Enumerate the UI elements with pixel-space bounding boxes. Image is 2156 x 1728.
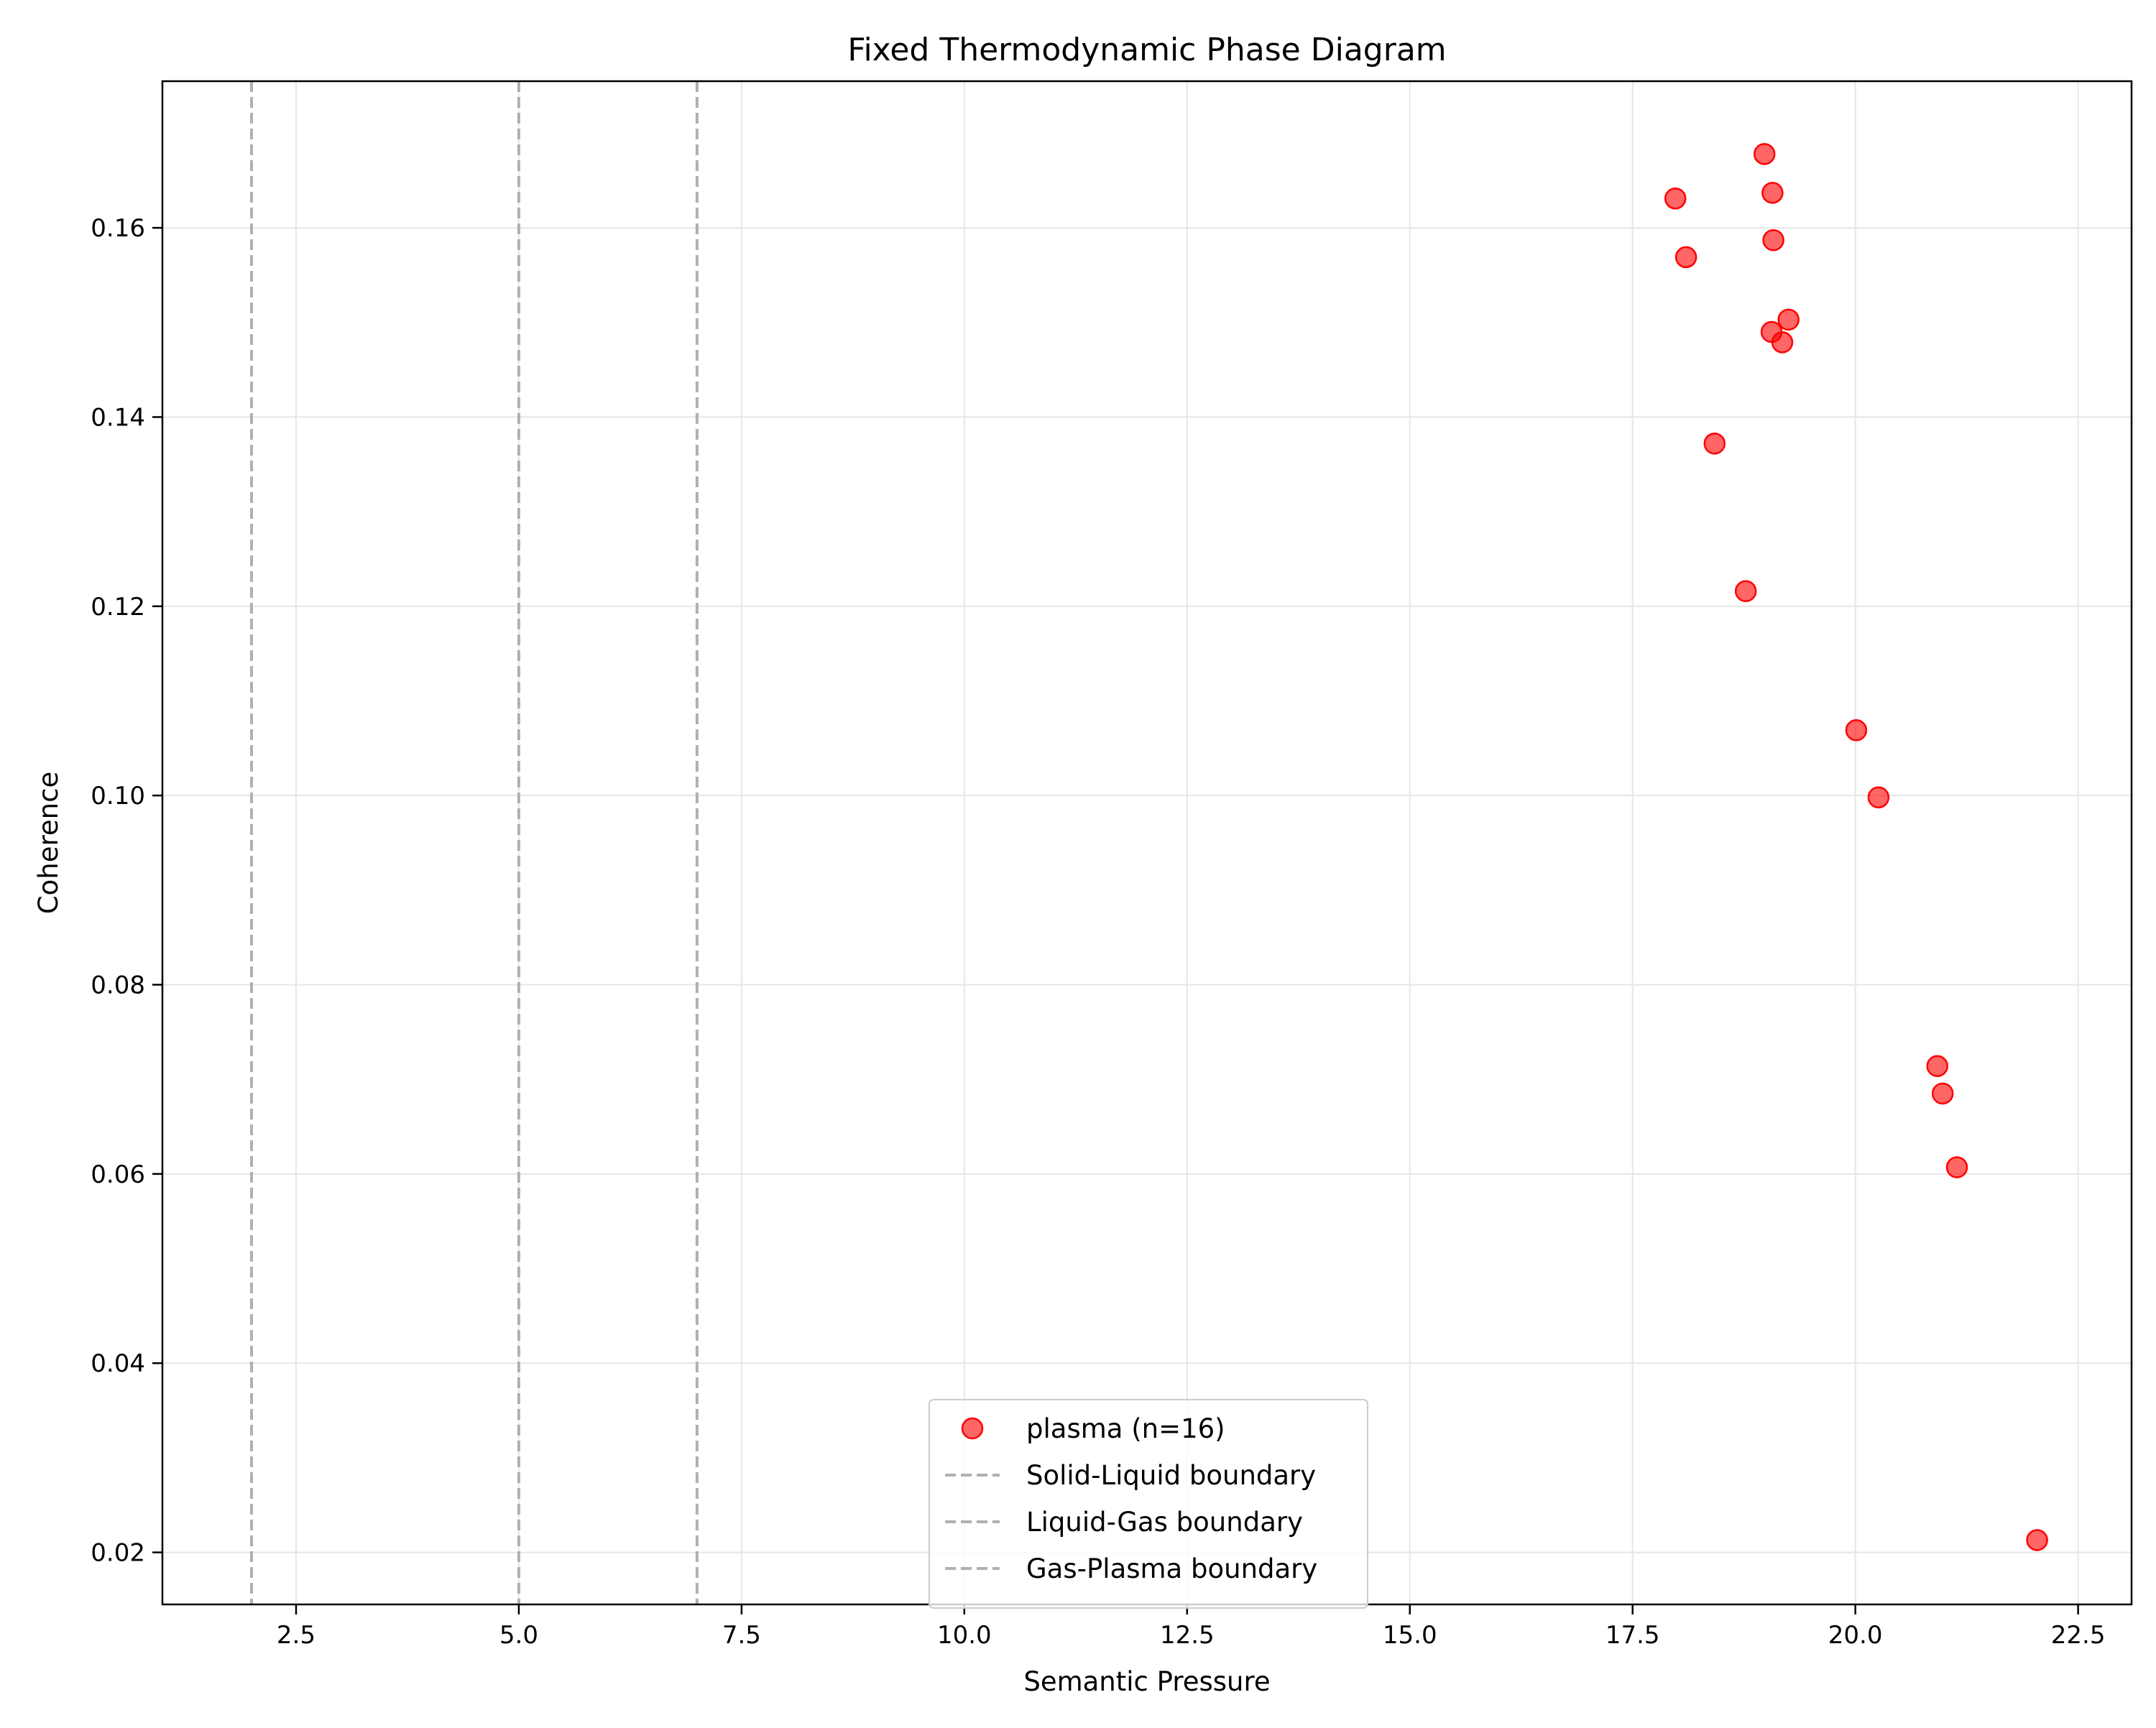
scatter-point xyxy=(1777,308,1800,331)
chart-title: Fixed Thermodynamic Phase Diagram xyxy=(847,32,1446,68)
x-tick-label: 20.0 xyxy=(1828,1621,1883,1650)
grid xyxy=(162,81,2132,1604)
x-tick-label: 10.0 xyxy=(937,1621,992,1650)
x-axis-ticks: 2.5 5.0 7.5 10.0 12.5 15.0 17.5 20.0 22.5 xyxy=(277,1604,2106,1650)
legend: plasma (n=16) Solid-Liquid boundary Liquid… xyxy=(929,1399,1368,1609)
legend-marker-point xyxy=(961,1417,984,1440)
y-axis-ticks: 0.02 0.04 0.06 0.08 0.10 0.12 0.14 0.16 xyxy=(91,214,162,1568)
scatter-point xyxy=(1753,143,1776,165)
legend-label: Gas-Plasma boundary xyxy=(1026,1553,1317,1584)
plot-frame xyxy=(161,80,2133,1606)
scatter-point xyxy=(1734,580,1757,602)
y-tick-label: 0.14 xyxy=(91,403,145,432)
scatter-point xyxy=(1926,1055,1948,1078)
legend-label: plasma (n=16) xyxy=(1026,1413,1225,1444)
scatter-point xyxy=(1761,182,1784,204)
scatter-point xyxy=(1674,246,1697,269)
scatter-point xyxy=(1703,433,1726,455)
phase-boundaries xyxy=(249,81,699,1604)
y-tick-label: 0.08 xyxy=(91,971,145,1000)
scatter-point xyxy=(1664,188,1687,210)
legend-label: Solid-Liquid boundary xyxy=(1026,1460,1316,1491)
scatter-point xyxy=(1945,1156,1968,1178)
legend-box xyxy=(929,1399,1368,1609)
y-tick-label: 0.04 xyxy=(91,1349,145,1378)
scatter-point xyxy=(1845,719,1868,741)
x-tick-label: 17.5 xyxy=(1606,1621,1660,1650)
scatter-point xyxy=(1867,786,1890,809)
x-tick-label: 22.5 xyxy=(2051,1621,2106,1650)
data-points xyxy=(1664,143,2048,1551)
y-tick-label: 0.02 xyxy=(91,1539,145,1568)
scatter-point xyxy=(1771,331,1794,354)
scatter-point xyxy=(2026,1529,2048,1551)
x-axis-label: Semantic Pressure xyxy=(1023,1666,1270,1697)
x-tick-label: 2.5 xyxy=(277,1621,315,1650)
y-tick-label: 0.16 xyxy=(91,214,145,243)
y-axis-label: Coherence xyxy=(33,772,64,914)
legend-label: Liquid-Gas boundary xyxy=(1026,1507,1303,1538)
scatter-point xyxy=(1931,1082,1954,1105)
y-tick-label: 0.10 xyxy=(91,782,145,810)
x-tick-label: 15.0 xyxy=(1383,1621,1437,1650)
x-tick-label: 5.0 xyxy=(499,1621,538,1650)
scatter-point xyxy=(1762,228,1784,251)
x-tick-label: 7.5 xyxy=(722,1621,761,1650)
x-tick-label: 12.5 xyxy=(1160,1621,1215,1650)
y-tick-label: 0.06 xyxy=(91,1160,145,1189)
y-tick-label: 0.12 xyxy=(91,593,145,622)
